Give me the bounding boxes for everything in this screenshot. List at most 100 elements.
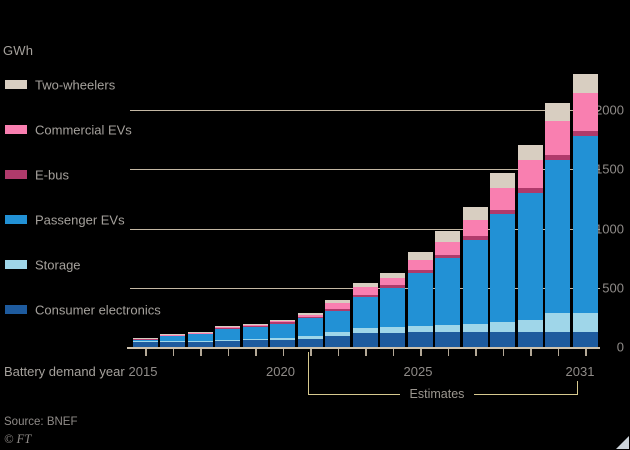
bar-segment-e-bus — [462, 236, 488, 241]
bar-segment-commercial-evs — [187, 332, 213, 334]
x-tick-2031 — [585, 349, 587, 356]
bar-segment-passenger-evs — [352, 297, 378, 329]
bar-segment-e-bus — [572, 131, 598, 137]
y-tick-label-2000: 2000 — [595, 102, 624, 118]
x-axis-line — [127, 347, 600, 349]
bar-segment-consumer-electronics — [380, 332, 405, 347]
bar-segment-commercial-evs — [297, 315, 323, 317]
bar-segment-e-bus — [380, 285, 405, 288]
bar-segment-consumer-electronics — [517, 332, 543, 347]
bar-segment-storage — [215, 339, 240, 341]
bracket-left-horizontal — [307, 393, 400, 395]
x-tick-label-2031: 2031 — [565, 364, 595, 379]
ft-logo-mark: © FT — [4, 432, 32, 446]
bar-segment-commercial-evs — [517, 160, 543, 189]
legend-swatch — [5, 80, 27, 89]
bar-segment-consumer-electronics — [545, 332, 570, 347]
bar-segment-e-bus — [270, 322, 295, 324]
bar-segment-storage — [297, 336, 323, 339]
bar-segment-consumer-electronics — [572, 332, 598, 347]
bar-segment-two-wheelers — [242, 324, 268, 325]
x-tick-2020 — [282, 349, 284, 356]
bar-segment-two-wheelers — [270, 320, 295, 322]
bar-segment-commercial-evs — [407, 259, 433, 271]
bracket-left-vertical — [307, 352, 309, 395]
x-tick-2026 — [447, 349, 449, 356]
bar-segment-commercial-evs — [490, 188, 515, 210]
bar-segment-storage — [517, 319, 543, 333]
bar-segment-passenger-evs — [297, 318, 323, 337]
bar-2031 — [572, 74, 598, 347]
bar-segment-consumer-electronics — [352, 333, 378, 347]
bar-segment-consumer-electronics — [160, 341, 185, 347]
bar-segment-two-wheelers — [462, 207, 488, 221]
bar-2023 — [352, 283, 378, 347]
gridline-1000 — [130, 228, 600, 230]
bar-segment-consumer-electronics — [270, 339, 295, 347]
bar-segment-two-wheelers — [572, 74, 598, 93]
bar-segment-commercial-evs — [215, 326, 240, 328]
x-tick-2015 — [145, 349, 147, 356]
bar-segment-commercial-evs — [352, 287, 378, 295]
bar-segment-commercial-evs — [325, 303, 350, 310]
bar-segment-e-bus — [490, 210, 515, 215]
bracket-right-horizontal — [474, 393, 578, 395]
legend-swatch — [5, 260, 27, 269]
bar-segment-consumer-electronics — [297, 338, 323, 347]
bar-segment-commercial-evs — [380, 278, 405, 286]
y-tick-label-0: 0 — [616, 339, 624, 355]
y-tick-label-500: 500 — [602, 280, 624, 296]
x-tick-2019 — [255, 349, 257, 356]
bar-segment-passenger-evs — [435, 258, 460, 325]
bar-segment-storage — [572, 312, 598, 333]
legend-swatch — [5, 305, 27, 314]
bar-segment-storage — [242, 339, 268, 341]
bar-segment-passenger-evs — [325, 311, 350, 332]
bar-segment-e-bus — [132, 338, 158, 340]
bar-segment-passenger-evs — [490, 214, 515, 322]
bar-segment-storage — [490, 321, 515, 332]
bar-segment-storage — [435, 324, 460, 333]
bar-segment-e-bus — [187, 333, 213, 335]
bar-segment-two-wheelers — [545, 102, 570, 122]
bar-segment-passenger-evs — [380, 287, 405, 327]
legend-label: Commercial EVs — [35, 122, 132, 138]
bar-segment-passenger-evs — [187, 334, 213, 341]
bar-segment-passenger-evs — [242, 327, 268, 340]
bar-segment-passenger-evs — [160, 335, 185, 341]
bar-2018 — [215, 325, 240, 347]
x-axis-caption: Battery demand year — [4, 364, 125, 379]
bar-segment-storage — [462, 323, 488, 332]
bar-segment-commercial-evs — [242, 324, 268, 327]
corner-triangle-icon — [616, 436, 629, 449]
x-tick-2016 — [172, 349, 174, 356]
bar-segment-commercial-evs — [270, 321, 295, 323]
x-tick-2028 — [502, 349, 504, 356]
bar-segment-e-bus — [517, 188, 543, 193]
bar-2030 — [545, 102, 570, 347]
bar-2027 — [462, 207, 488, 347]
bar-segment-consumer-electronics — [435, 332, 460, 347]
legend-label: E-bus — [35, 167, 69, 183]
bar-segment-passenger-evs — [132, 339, 158, 342]
bar-segment-two-wheelers — [435, 231, 460, 243]
bar-segment-passenger-evs — [572, 136, 598, 313]
bar-segment-e-bus — [435, 254, 460, 258]
bar-2025 — [407, 251, 433, 347]
x-tick-2027 — [475, 349, 477, 356]
bar-2029 — [517, 144, 543, 347]
bar-segment-passenger-evs — [545, 160, 570, 313]
bar-segment-e-bus — [325, 309, 350, 312]
estimates-label: Estimates — [409, 387, 465, 401]
bar-2015 — [132, 338, 158, 347]
bar-segment-two-wheelers — [517, 144, 543, 160]
bar-2026 — [435, 231, 460, 347]
bar-segment-consumer-electronics — [407, 332, 433, 347]
bar-segment-e-bus — [545, 155, 570, 160]
x-tick-label-2025: 2025 — [403, 364, 433, 379]
bar-segment-consumer-electronics — [187, 341, 213, 347]
bar-segment-consumer-electronics — [325, 335, 350, 347]
x-tick-2024 — [392, 349, 394, 356]
bar-segment-consumer-electronics — [132, 341, 158, 347]
